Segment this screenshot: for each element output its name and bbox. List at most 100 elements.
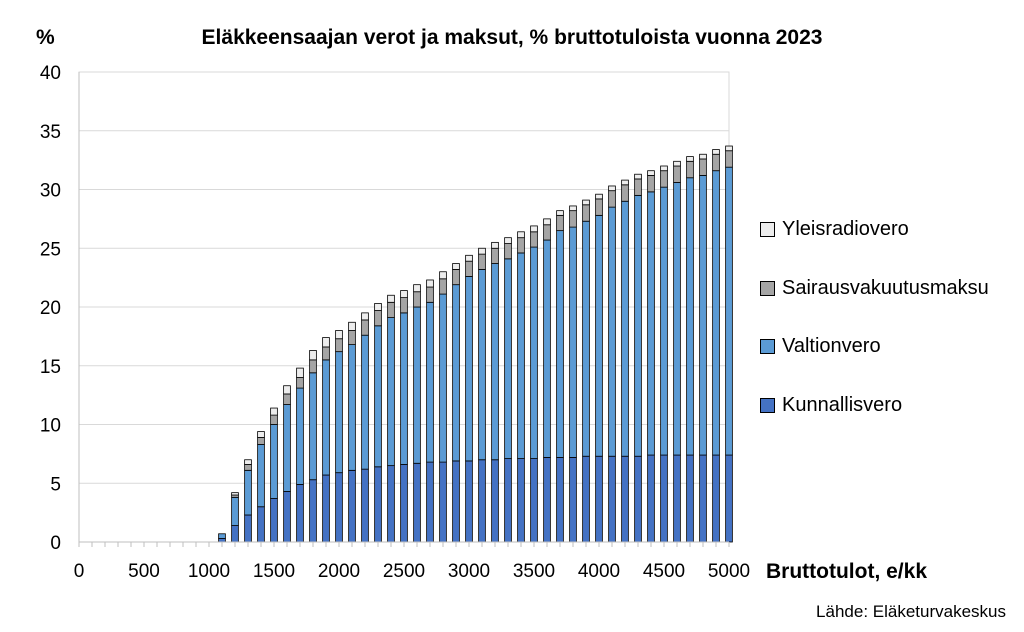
bar-stack: [647, 170, 655, 543]
bar-valtionvero: [244, 469, 252, 516]
bar-sairausvakuutusmaksu: [660, 170, 668, 188]
bar-yleisradiovero: [595, 193, 603, 200]
bar-kunnallisvero: [335, 472, 343, 543]
bar-kunnallisvero: [270, 498, 278, 543]
y-tick-labels: 0 5 10 15 20 25 30 35 40: [40, 63, 61, 554]
bar-sairausvakuutusmaksu: [686, 160, 694, 179]
bar-yleisradiovero: [504, 237, 512, 244]
bar-sairausvakuutusmaksu: [426, 286, 434, 303]
bar-sairausvakuutusmaksu: [478, 253, 486, 270]
bar-stack: [634, 173, 642, 543]
x-tick-label: 4000: [578, 561, 620, 582]
bar-valtionvero: [374, 325, 382, 468]
bar-valtionvero: [296, 387, 304, 485]
legend-item: Yleisradiovero: [760, 200, 989, 259]
bar-valtionvero: [361, 334, 369, 470]
bar-sairausvakuutusmaksu: [608, 190, 616, 208]
bar-yleisradiovero: [673, 160, 681, 167]
bar-yleisradiovero: [465, 254, 473, 262]
bar-sairausvakuutusmaksu: [387, 301, 395, 318]
bar-stack: [465, 254, 473, 543]
bar-sairausvakuutusmaksu: [296, 377, 304, 389]
bar-yleisradiovero: [725, 145, 733, 152]
y-tick-label: 20: [40, 298, 61, 319]
bar-kunnallisvero: [426, 461, 434, 543]
bar-sairausvakuutusmaksu: [257, 437, 265, 445]
x-tick-label: 2500: [383, 561, 425, 582]
bar-stack: [244, 459, 252, 543]
bar-yleisradiovero: [270, 407, 278, 416]
bar-yleisradiovero: [335, 330, 343, 340]
bar-sairausvakuutusmaksu: [504, 243, 512, 260]
x-tick-label: 1000: [188, 561, 230, 582]
source-note: Lähde: Eläketurvakeskus: [816, 602, 1006, 621]
bar-yleisradiovero: [556, 210, 564, 216]
bar-kunnallisvero: [673, 454, 681, 543]
legend-swatch: [760, 398, 775, 414]
bar-valtionvero: [712, 170, 720, 456]
bar-valtionvero: [231, 496, 239, 526]
bar-stack: [569, 205, 577, 543]
bar-yleisradiovero: [647, 170, 655, 176]
bar-kunnallisvero: [387, 465, 395, 543]
x-tick-label: 1500: [253, 561, 295, 582]
y-tick-label: 35: [40, 122, 61, 143]
bar-yleisradiovero: [374, 303, 382, 311]
bar-yleisradiovero: [699, 153, 707, 160]
bar-stack: [673, 160, 681, 543]
x-tick-label: 3500: [513, 561, 555, 582]
bar-stack: [530, 225, 538, 543]
bar-stack: [543, 218, 551, 543]
bar-sairausvakuutusmaksu: [270, 414, 278, 425]
bar-yleisradiovero: [621, 179, 629, 186]
bar-kunnallisvero: [283, 491, 291, 543]
bar-kunnallisvero: [465, 460, 473, 543]
bar-kunnallisvero: [608, 455, 616, 543]
bar-valtionvero: [647, 191, 655, 456]
bar-sairausvakuutusmaksu: [452, 268, 460, 286]
bar-valtionvero: [582, 220, 590, 457]
bar-kunnallisvero: [660, 454, 668, 543]
bar-sairausvakuutusmaksu: [439, 278, 447, 295]
bar-stack: [283, 385, 291, 543]
legend-label: Sairausvakuutusmaksu: [782, 276, 989, 299]
bar-sairausvakuutusmaksu: [556, 214, 564, 232]
y-tick-label: 0: [50, 533, 61, 554]
bar-kunnallisvero: [556, 456, 564, 543]
y-tick-label: 30: [40, 181, 61, 202]
bar-yleisradiovero: [400, 290, 408, 298]
bar-valtionvero: [517, 252, 525, 459]
bar-yleisradiovero: [608, 185, 616, 192]
bar-valtionvero: [309, 372, 317, 481]
bar-kunnallisvero: [725, 454, 733, 543]
bar-sairausvakuutusmaksu: [309, 359, 317, 374]
bar-kunnallisvero: [439, 461, 447, 543]
bar-valtionvero: [465, 276, 473, 462]
x-tick-label: 4500: [643, 561, 685, 582]
bar-valtionvero: [504, 258, 512, 459]
bar-valtionvero: [556, 230, 564, 458]
bar-kunnallisvero: [244, 514, 252, 543]
bar-yleisradiovero: [530, 225, 538, 233]
bar-sairausvakuutusmaksu: [634, 178, 642, 196]
bar-kunnallisvero: [634, 455, 642, 543]
bar-sairausvakuutusmaksu: [621, 184, 629, 202]
bar-stack: [387, 294, 395, 543]
bar-valtionvero: [608, 206, 616, 457]
bar-valtionvero: [530, 246, 538, 459]
bar-kunnallisvero: [595, 455, 603, 543]
bar-yleisradiovero: [712, 149, 720, 155]
legend-swatch: [760, 280, 775, 296]
bar-yleisradiovero: [322, 337, 330, 348]
bar-stack: [231, 492, 239, 543]
bar-valtionvero: [595, 214, 603, 457]
bar-valtionvero: [439, 293, 447, 463]
bar-stack: [504, 237, 512, 543]
bar-stack: [400, 290, 408, 543]
bar-kunnallisvero: [231, 525, 239, 543]
bar-yleisradiovero: [582, 199, 590, 206]
bar-kunnallisvero: [361, 468, 369, 543]
bar-yleisradiovero: [491, 241, 499, 249]
bar-valtionvero: [699, 174, 707, 456]
x-tick-labels: 0 500 1000 1500 2000 2500 3000 3500 4000 4500 5000: [74, 561, 750, 582]
